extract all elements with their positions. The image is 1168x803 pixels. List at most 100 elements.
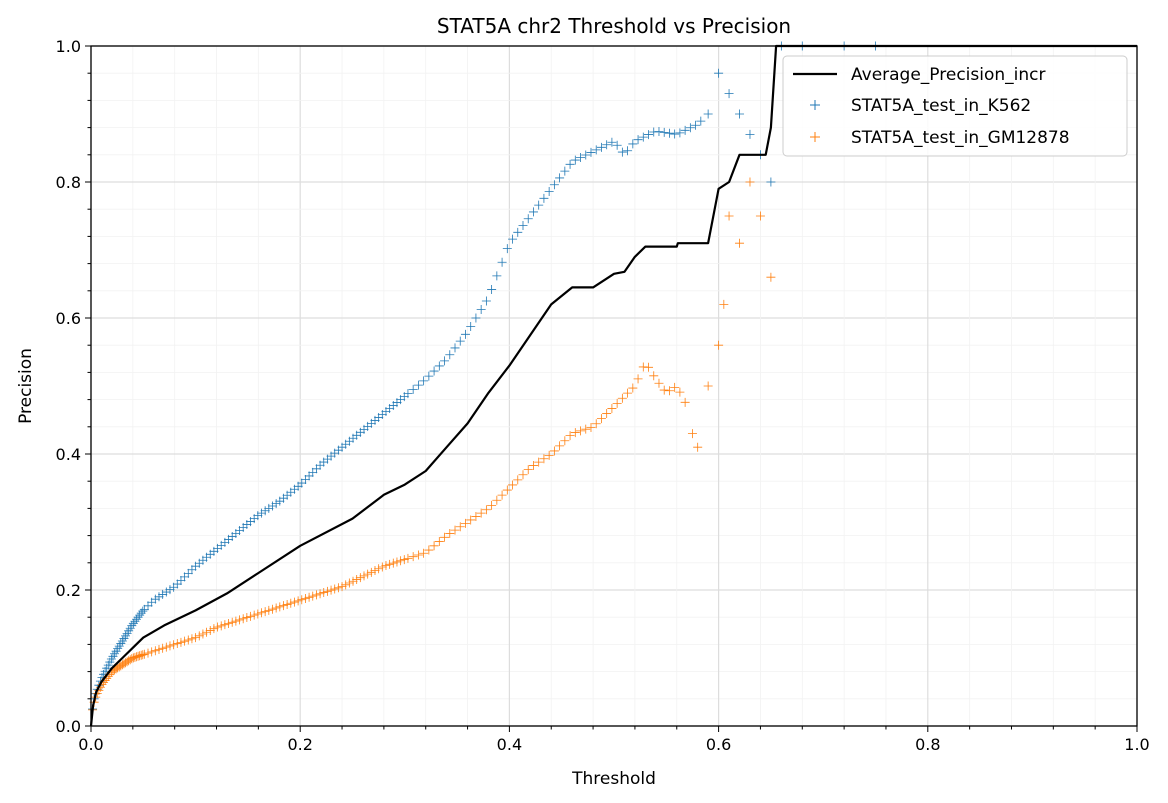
scatter-point-gm12878	[202, 627, 212, 637]
scatter-point-gm12878	[300, 594, 310, 603]
scatter-point-gm12878	[735, 238, 745, 248]
scatter-point-k562	[429, 366, 439, 376]
scatter-point-k562	[125, 623, 135, 633]
scatter-point-k562	[450, 343, 460, 353]
scatter-point-gm12878	[143, 648, 153, 658]
scatter-point-gm12878	[570, 428, 580, 438]
scatter-point-k562	[113, 644, 123, 654]
y-tick-label: 0.2	[56, 581, 81, 600]
scatter-point-gm12878	[455, 522, 465, 532]
scatter-point-k562	[586, 147, 596, 157]
scatter-point-gm12878	[267, 604, 277, 614]
scatter-point-gm12878	[180, 636, 190, 646]
legend-label-gm12878: STAT5A_test_in_GM12878	[851, 128, 1070, 148]
scatter-point-gm12878	[366, 567, 376, 577]
scatter-point-k562	[154, 592, 164, 602]
y-axis-label: Precision	[16, 348, 36, 424]
scatter-point-k562	[628, 139, 638, 149]
scatter-point-k562	[638, 132, 648, 142]
scatter-point-gm12878	[311, 590, 321, 600]
scatter-point-gm12878	[341, 580, 351, 590]
scatter-point-k562	[124, 626, 134, 636]
scatter-point-gm12878	[518, 470, 528, 480]
scatter-point-gm12878	[293, 596, 303, 606]
scatter-point-k562	[434, 361, 444, 371]
scatter-point-gm12878	[363, 569, 373, 579]
scatter-point-k562	[735, 109, 745, 119]
scatter-point-k562	[165, 585, 175, 595]
scatter-point-k562	[596, 142, 606, 152]
scatter-point-gm12878	[392, 557, 402, 567]
scatter-point-k562	[685, 123, 695, 133]
scatter-point-gm12878	[623, 388, 633, 398]
scatter-point-gm12878	[755, 211, 765, 221]
scatter-point-k562	[633, 135, 643, 145]
scatter-point-gm12878	[271, 603, 281, 613]
scatter-point-k562	[549, 180, 559, 190]
scatter-point-gm12878	[644, 362, 654, 372]
scatter-point-k562	[116, 639, 126, 649]
scatter-point-gm12878	[659, 385, 669, 395]
scatter-point-gm12878	[675, 387, 685, 397]
scatter-point-gm12878	[664, 386, 674, 396]
scatter-point-gm12878	[434, 537, 444, 547]
ticks: 0.0 0.2 0.4 0.6 0.8 1.0 0.0 0.2 0.4 0.6 0.8 1.0	[56, 37, 1150, 754]
scatter-point-gm12878	[381, 561, 391, 571]
scatter-point-k562	[260, 506, 270, 516]
x-tick-label: 0.0	[78, 735, 103, 754]
scatter-point-gm12878	[319, 588, 329, 598]
scatter-point-gm12878	[586, 422, 596, 432]
scatter-point-k562	[607, 137, 617, 147]
scatter-point-gm12878	[315, 589, 325, 599]
scatter-point-gm12878	[224, 618, 234, 628]
scatter-point-k562	[623, 146, 633, 156]
scatter-point-gm12878	[205, 625, 215, 635]
scatter-point-k562	[256, 508, 266, 518]
legend-label-k562: STAT5A_test_in_K562	[851, 96, 1031, 116]
scatter-point-gm12878	[308, 591, 318, 601]
scatter-point-k562	[158, 589, 168, 599]
scatter-point-gm12878	[191, 633, 201, 643]
scatter-point-gm12878	[326, 585, 336, 595]
scatter-point-k562	[576, 153, 586, 163]
scatter-point-k562	[161, 587, 171, 597]
scatter-point-gm12878	[602, 409, 612, 419]
scatter-point-gm12878	[466, 515, 476, 525]
scatter-point-k562	[745, 129, 755, 139]
scatter-point-k562	[424, 371, 434, 381]
x-tick-label: 0.6	[706, 735, 731, 754]
scatter-point-gm12878	[502, 485, 512, 495]
scatter-point-k562	[304, 471, 314, 481]
scatter-point-k562	[408, 384, 418, 394]
scatter-point-gm12878	[628, 383, 638, 393]
scatter-point-gm12878	[297, 595, 307, 605]
plot-frame	[90, 45, 1138, 727]
scatter-point-k562	[497, 257, 507, 267]
scatter-point-k562	[308, 467, 318, 477]
scatter-point-gm12878	[150, 646, 160, 656]
scatter-point-gm12878	[396, 556, 406, 566]
scatter-point-k562	[680, 125, 690, 135]
scatter-point-gm12878	[544, 450, 554, 460]
scatter-point-k562	[617, 147, 627, 157]
scatter-point-gm12878	[246, 611, 256, 621]
scatter-point-gm12878	[719, 299, 729, 309]
scatter-point-k562	[139, 604, 149, 614]
scatter-point-gm12878	[333, 583, 343, 593]
scatter-point-gm12878	[539, 454, 549, 464]
scatter-point-k562	[581, 150, 591, 160]
y-tick-label: 0.6	[56, 309, 81, 328]
scatter-point-gm12878	[617, 393, 627, 403]
scatter-point-k562	[591, 145, 601, 155]
scatter-point-k562	[267, 501, 277, 511]
scatter-point-k562	[644, 130, 654, 140]
scatter-point-k562	[403, 389, 413, 399]
scatter-point-gm12878	[429, 541, 439, 551]
scatter-point-gm12878	[337, 582, 347, 592]
scatter-point-k562	[176, 575, 186, 585]
scatter-point-k562	[714, 68, 724, 78]
scatter-point-gm12878	[560, 436, 570, 446]
scatter-point-gm12878	[286, 598, 296, 608]
grid	[90, 45, 1138, 727]
scatter-point-gm12878	[220, 620, 230, 630]
